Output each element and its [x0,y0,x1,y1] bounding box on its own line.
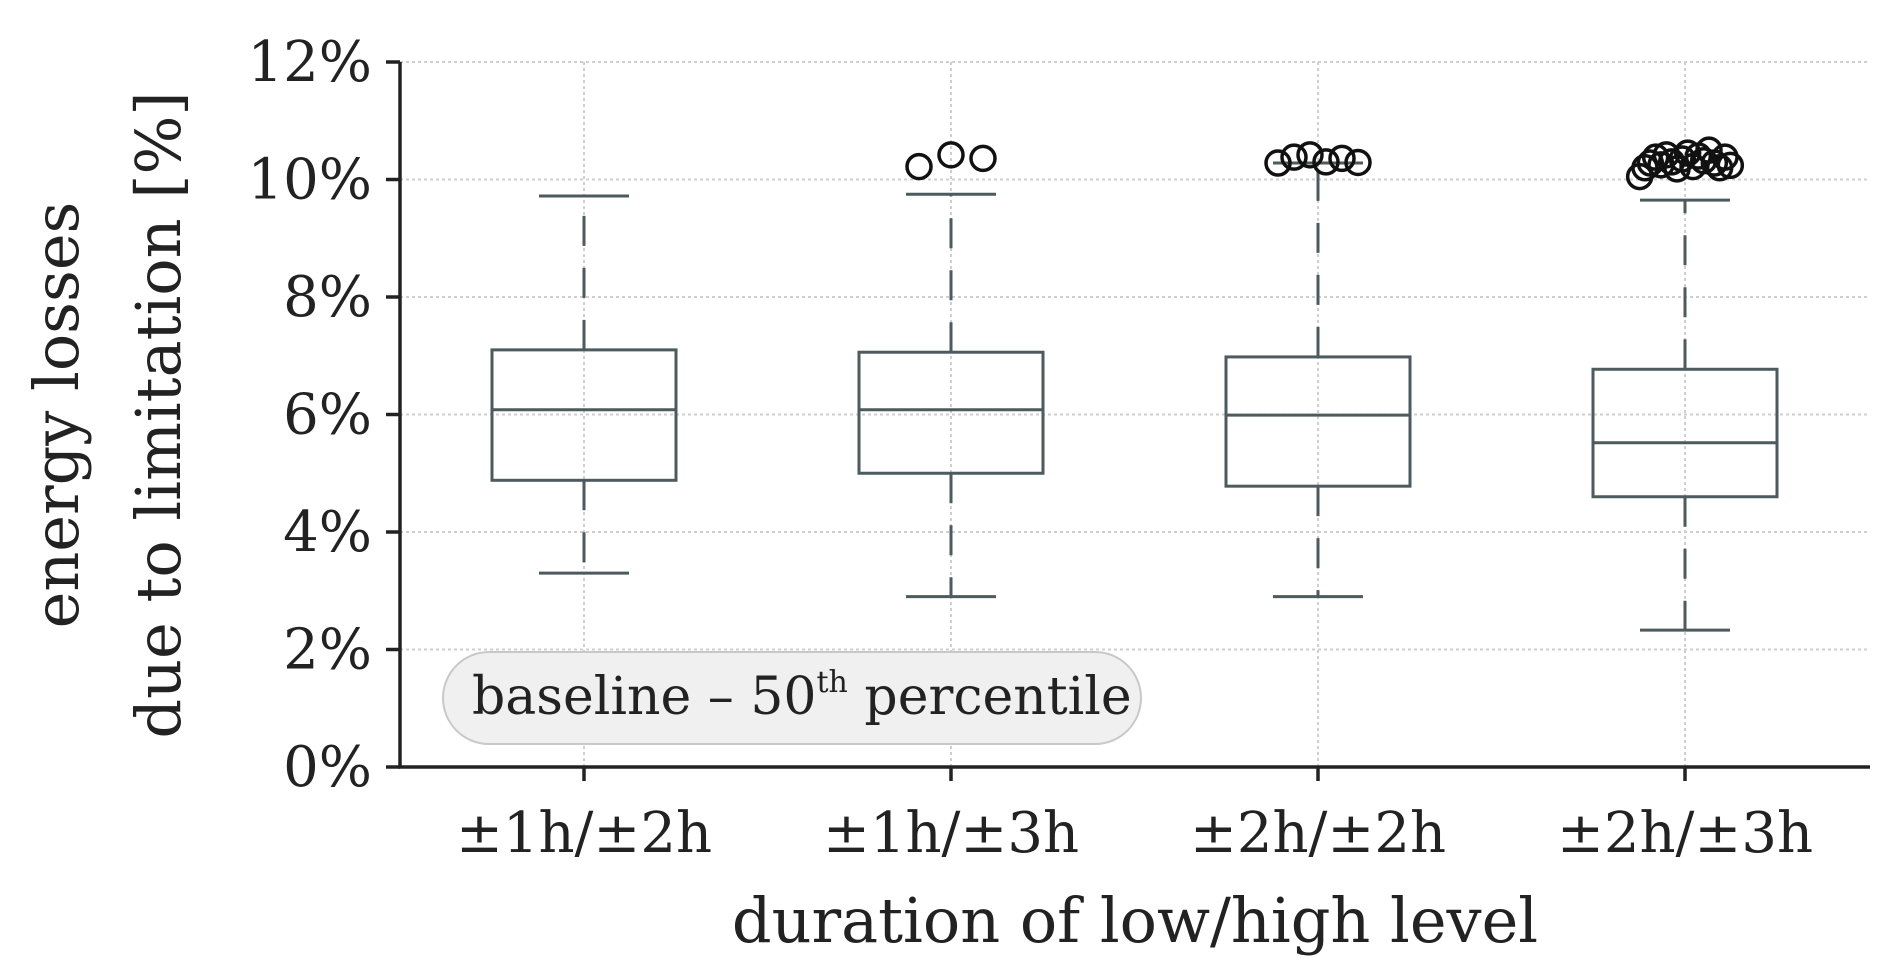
x-tick-label: ±1h/±3h [823,801,1079,866]
y-axis-title-line1: energy losses [20,202,93,629]
y-axis-title-line2: due to limitation [%] [122,91,195,738]
box-group [1591,136,1779,632]
y-tick-label: 8% [283,265,372,330]
outlier-point [1280,143,1308,171]
x-tick-label: ±1h/±2h [456,801,712,866]
outlier-point [1636,149,1665,177]
y-tick-label: 10% [248,148,372,213]
y-tick-label: 0% [283,735,372,800]
outlier-point [905,152,933,181]
x-tick-label: ±2h/±3h [1557,801,1813,866]
iqr-box [857,350,1045,475]
outlier-point [1673,139,1702,167]
y-axis-ticks: 0% 2% 4% 6% 8% 10% 12% [248,30,400,800]
legend-text-end: percentile [848,667,1132,727]
iqr-box [1224,355,1412,488]
outlier-point [1296,141,1324,169]
x-tick-label: ±2h/±2h [1190,801,1446,866]
legend-text-sup: th [817,665,848,700]
boxes-layer [490,136,1779,632]
legend-box [442,651,1142,745]
outlier-point [937,141,965,169]
outlier-point [1312,148,1340,176]
legend: baseline – 50th percentile [442,651,1142,745]
box-group [857,141,1045,599]
box-group [490,194,678,575]
y-tick-label: 6% [283,383,372,448]
outlier-point [1716,151,1745,180]
outlier-point [1344,148,1372,177]
x-axis-title: duration of low/high level [732,884,1538,957]
outlier-point [1641,143,1670,171]
legend-text: baseline – 50th percentile [472,665,1132,727]
outlier-point [969,144,997,173]
outlier-point [1264,149,1292,177]
box-group [1224,141,1412,599]
iqr-box [1591,367,1779,499]
y-tick-label: 12% [248,30,372,95]
y-tick-label: 2% [283,618,372,683]
grid-layer [400,61,1870,767]
outlier-point [1328,144,1356,173]
legend-text-main: baseline – 50 [472,667,817,727]
x-axis-ticks: ±1h/±2h ±1h/±3h ±2h/±2h ±2h/±3h [456,767,1813,866]
y-tick-label: 4% [283,500,372,565]
iqr-box [490,348,678,482]
